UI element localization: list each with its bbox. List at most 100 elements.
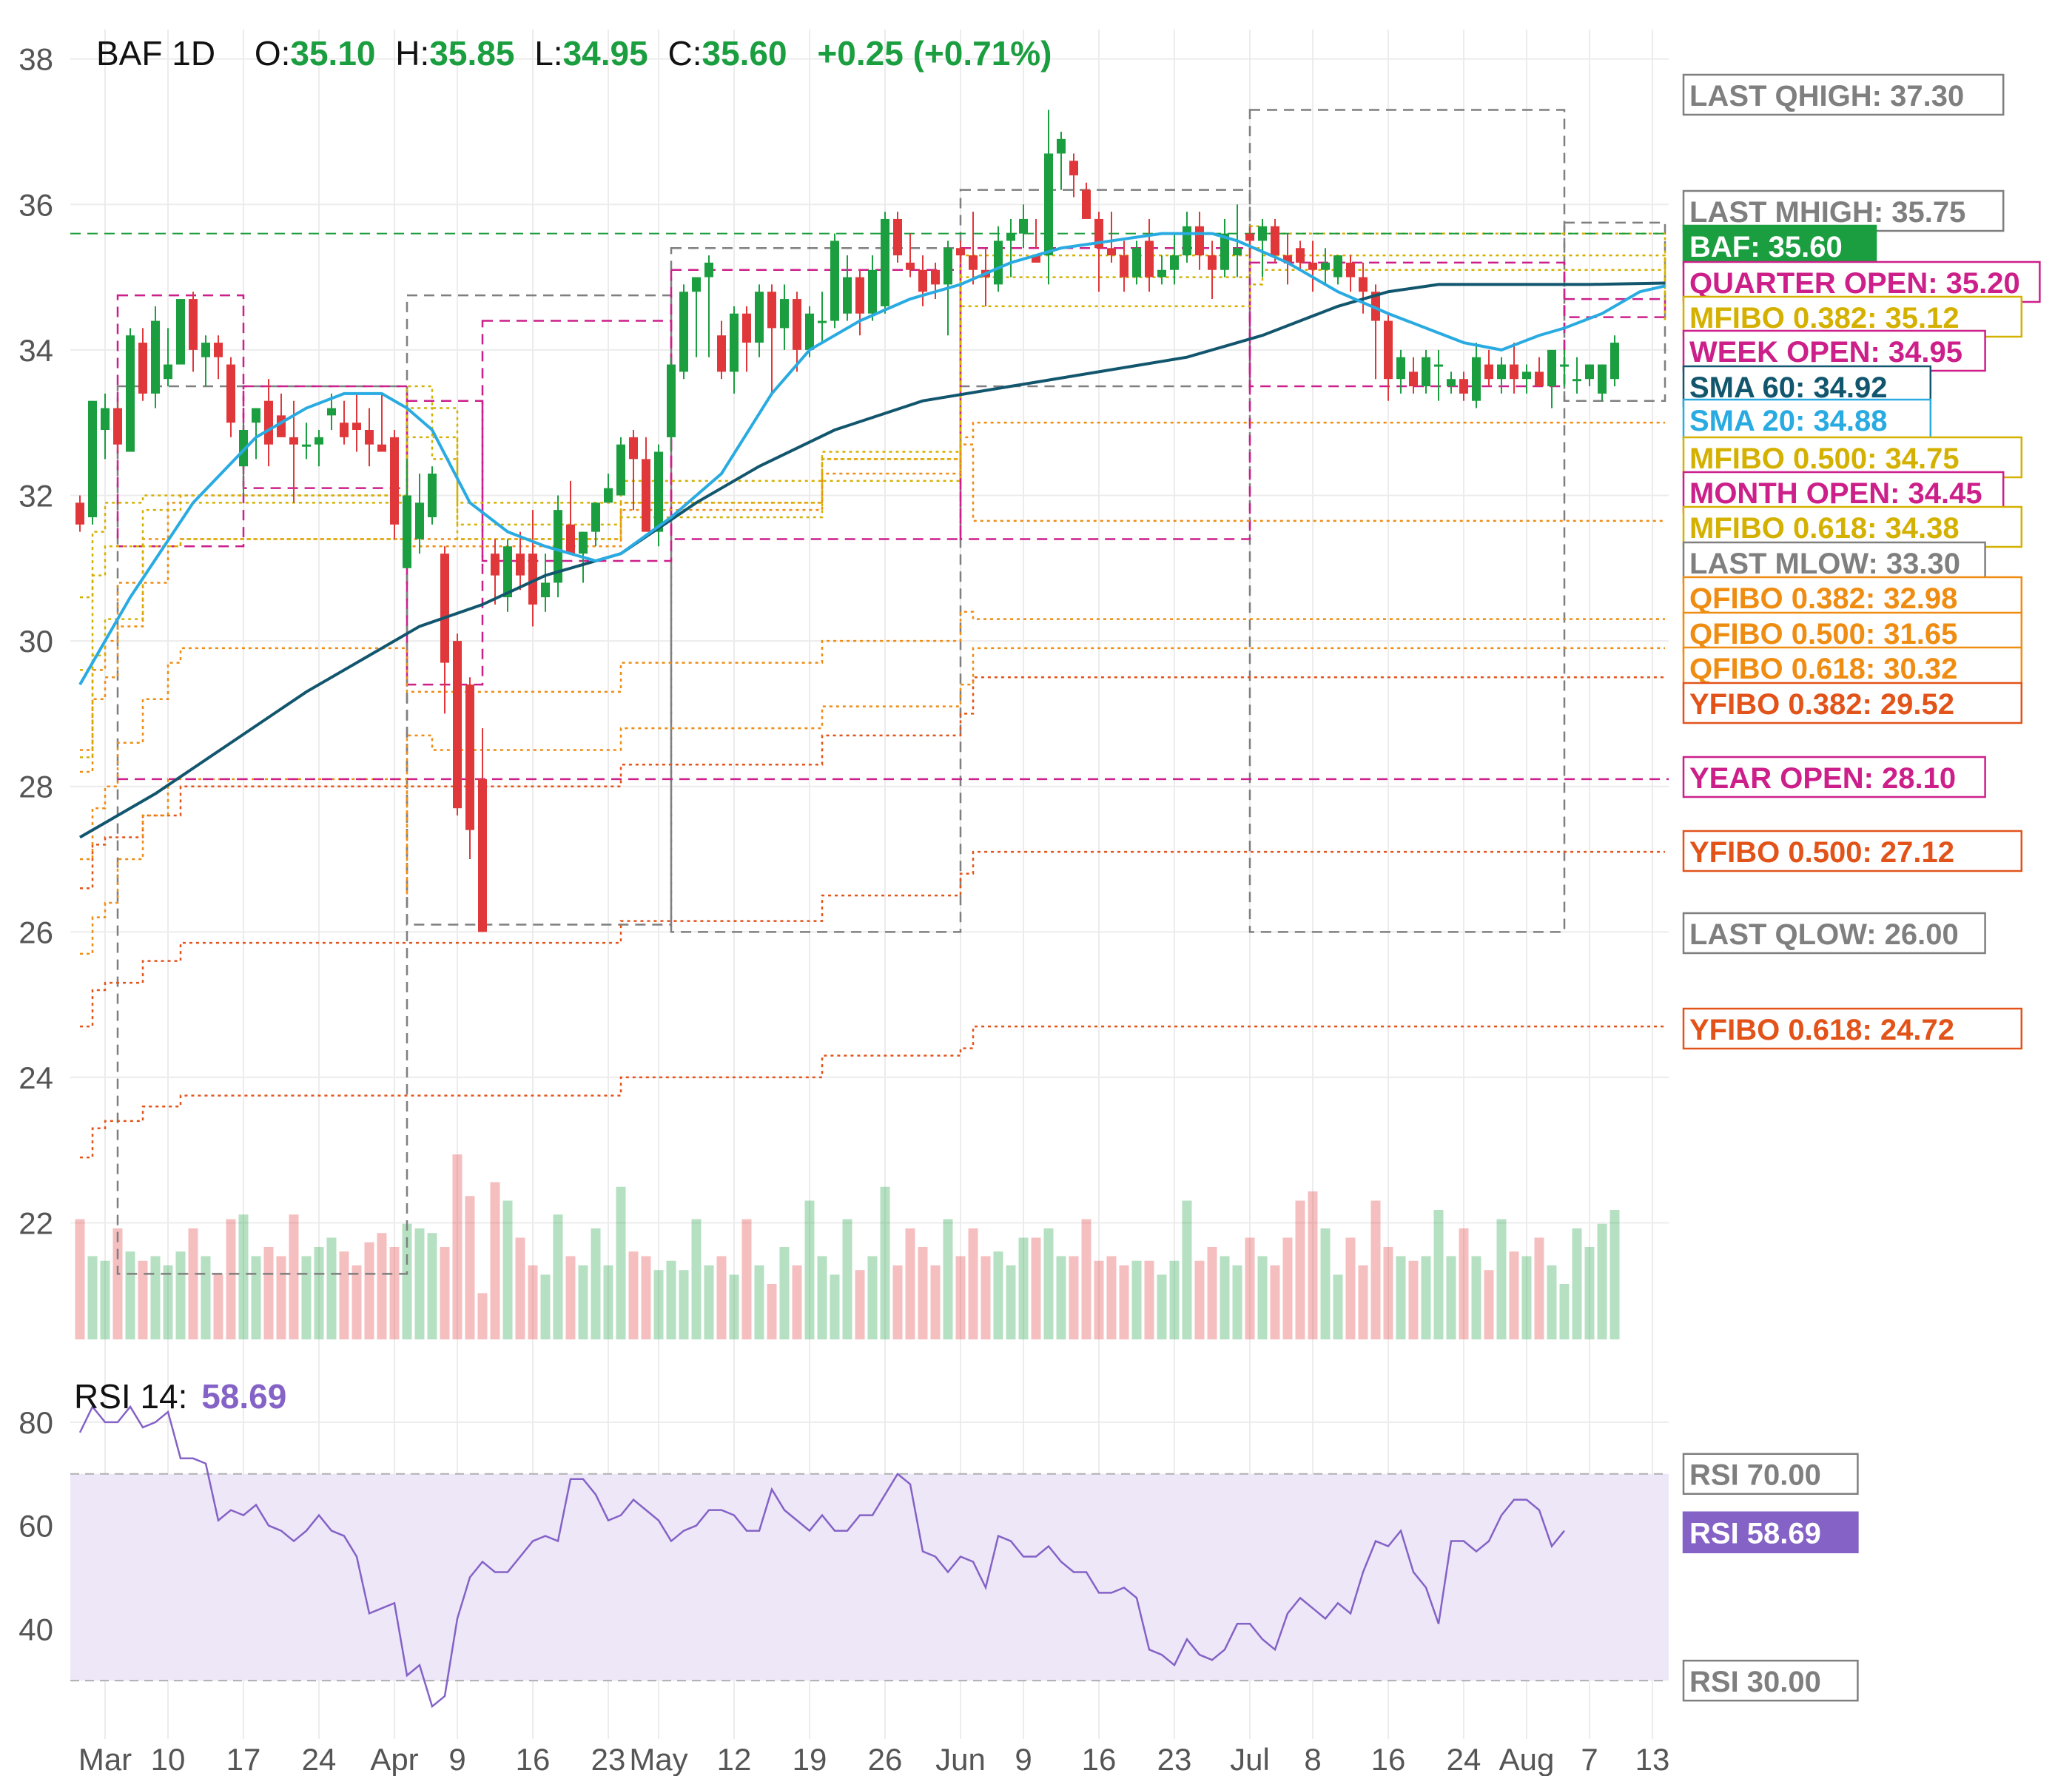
fibo-step-line — [80, 421, 1665, 751]
candle-body — [931, 269, 940, 285]
range-box — [959, 189, 1251, 388]
volume-bar — [490, 1182, 500, 1339]
candle-body — [289, 437, 298, 445]
volume-bar — [238, 1214, 249, 1339]
candle-body — [1409, 371, 1418, 387]
volume-bar — [1220, 1256, 1230, 1339]
candle-body — [1145, 240, 1154, 278]
candle-body — [75, 502, 84, 525]
volume-bar — [779, 1247, 790, 1339]
candle-body — [415, 502, 424, 539]
volume-bar — [226, 1219, 236, 1339]
level-label-text: MFIBO 0.382: 35.12 — [1689, 302, 1960, 334]
candle-body — [365, 430, 374, 445]
date-tick-label: 10 — [151, 1742, 186, 1776]
candle-body — [1057, 138, 1066, 154]
fibo-step-line — [80, 850, 1665, 1028]
candle-body — [780, 299, 789, 329]
candle-body — [1006, 233, 1015, 241]
candle-body — [1195, 226, 1204, 256]
volume-bar — [943, 1219, 953, 1339]
volume-bar — [515, 1237, 525, 1339]
candle-body — [1082, 189, 1091, 219]
volume-bar — [792, 1265, 802, 1339]
volume-bar — [1182, 1200, 1192, 1339]
candle-body — [151, 320, 160, 394]
level-label: YFIBO 0.500: 27.12 — [1682, 830, 2023, 872]
date-tick-label: 9 — [448, 1742, 465, 1776]
candle-body — [1497, 364, 1506, 380]
level-label-text: QFIBO 0.618: 30.32 — [1689, 653, 1957, 685]
volume-bar — [1270, 1265, 1280, 1339]
candle-body — [1333, 255, 1342, 278]
date-tick-label: 24 — [302, 1742, 337, 1776]
volume-bar — [704, 1265, 714, 1339]
level-label-box — [1682, 756, 1986, 798]
level-label-text: LAST QLOW: 26.00 — [1689, 918, 1959, 951]
date-tick-label: 23 — [591, 1742, 626, 1776]
fibo-step-line — [80, 1025, 1665, 1159]
date-tick-label: 23 — [1157, 1742, 1192, 1776]
level-label-box — [1682, 646, 2023, 689]
candle-body — [252, 408, 260, 423]
level-label-box — [1682, 471, 2005, 514]
open-value: 35.10 — [290, 34, 375, 73]
volume-bar — [1245, 1237, 1255, 1339]
volume-bar — [1446, 1256, 1456, 1339]
close-value: 35.60 — [702, 34, 787, 73]
volume-bar — [1484, 1270, 1494, 1339]
volume-bar — [603, 1265, 613, 1339]
rsi-header-label: RSI 14: — [74, 1377, 187, 1416]
volume-bar — [842, 1219, 852, 1339]
level-label-box — [1682, 436, 2023, 479]
level-label-box — [1682, 260, 2041, 303]
candle-body — [730, 313, 739, 372]
volume-bar — [1094, 1260, 1104, 1339]
level-label-text: MFIBO 0.618: 34.38 — [1689, 512, 1960, 545]
candle-body — [1208, 255, 1217, 270]
volume-bar — [1534, 1237, 1544, 1339]
level-label-text: WEEK OPEN: 34.95 — [1689, 336, 1962, 369]
level-label: LAST QLOW: 26.00 — [1682, 912, 1986, 955]
volume-bar — [591, 1228, 601, 1339]
rsi-level-label-text: RSI 30.00 — [1689, 1666, 1821, 1698]
level-label-text: MFIBO 0.500: 34.75 — [1689, 443, 1960, 475]
axes: 22 24 26 28 30 32 34 36 38 40 60 80 Mar 10 17 24 Apr 9 16 2… — [18, 42, 1669, 1776]
volume-bar — [905, 1228, 915, 1339]
candle-body — [1572, 379, 1581, 382]
volume-bar — [502, 1200, 513, 1339]
volume-bar — [1031, 1237, 1041, 1339]
candle-body — [767, 292, 776, 329]
volume-bar — [251, 1256, 261, 1339]
candle-body — [1522, 371, 1531, 380]
volume-bar — [1547, 1265, 1557, 1339]
level-label-box — [1682, 398, 1932, 441]
candle-body — [277, 415, 286, 437]
candle-body — [528, 554, 537, 605]
candle-body — [654, 451, 663, 532]
volume-bar — [528, 1265, 538, 1339]
level-label-box — [1682, 224, 1877, 267]
candle-body — [969, 255, 978, 270]
volume-bar — [892, 1265, 903, 1339]
level-label-text: LAST MLOW: 33.30 — [1689, 548, 1960, 580]
level-label-box — [1682, 576, 2023, 619]
volume-bar — [628, 1251, 639, 1339]
volume-bar — [804, 1200, 815, 1339]
volume-bar — [1169, 1260, 1180, 1339]
candle-body — [503, 546, 512, 598]
level-label: YFIBO 0.618: 24.72 — [1682, 1007, 2023, 1050]
date-tick-label: 8 — [1304, 1742, 1321, 1776]
candle-body — [1585, 364, 1594, 380]
volume-bar — [616, 1186, 626, 1339]
candle-body — [1484, 364, 1493, 380]
volume-bar — [754, 1265, 764, 1339]
volume-bar — [1383, 1247, 1393, 1339]
range-boxes — [116, 109, 1666, 1275]
volume-bar — [930, 1265, 941, 1339]
level-label: MONTH OPEN: 34.45 — [1682, 471, 2005, 514]
rsi-line-path — [78, 1405, 1565, 1709]
candle-body — [918, 269, 927, 292]
fibo-step-line — [80, 443, 1665, 773]
volume-bar — [1056, 1256, 1066, 1339]
